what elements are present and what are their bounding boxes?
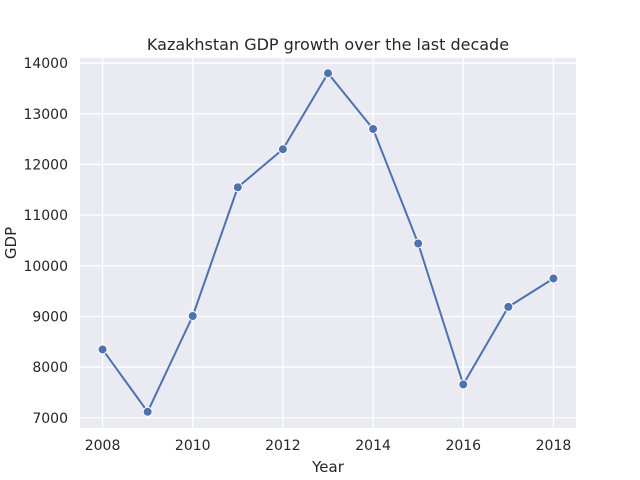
y-tick-label: 10000 [23, 259, 68, 275]
y-tick-label: 13000 [23, 107, 68, 123]
x-tick-label: 2016 [445, 438, 481, 454]
x-tick-label: 2014 [355, 438, 391, 454]
tick-labels: 2008 2010 2012 2014 2016 2018 7000 8000 9000 1000… [23, 56, 571, 454]
x-tick-label: 2010 [175, 438, 211, 454]
x-tick-label: 2008 [85, 438, 121, 454]
y-tick-label: 12000 [23, 157, 68, 173]
plot-area [80, 58, 576, 428]
chart-title: Kazakhstan GDP growth over the last deca… [147, 35, 509, 54]
gridlines [80, 58, 576, 428]
data-point [503, 301, 514, 312]
data-point [368, 123, 379, 134]
data-point [277, 144, 288, 155]
series [97, 68, 559, 417]
y-tick-label: 9000 [32, 309, 68, 325]
y-tick-label: 11000 [23, 208, 68, 224]
x-axis-label: Year [311, 458, 345, 476]
data-point [323, 68, 333, 79]
x-tick-label: 2012 [265, 438, 301, 454]
y-axis-label: GDP [2, 227, 20, 259]
x-tick-label: 2018 [536, 438, 572, 454]
data-point [232, 182, 243, 193]
data-point [142, 406, 153, 417]
data-point [187, 310, 198, 321]
data-point [97, 344, 108, 355]
y-tick-label: 14000 [23, 56, 68, 72]
data-point [548, 273, 559, 284]
data-point [458, 379, 469, 390]
data-point [413, 238, 424, 249]
y-tick-label: 8000 [32, 360, 68, 376]
y-tick-label: 7000 [32, 411, 68, 427]
